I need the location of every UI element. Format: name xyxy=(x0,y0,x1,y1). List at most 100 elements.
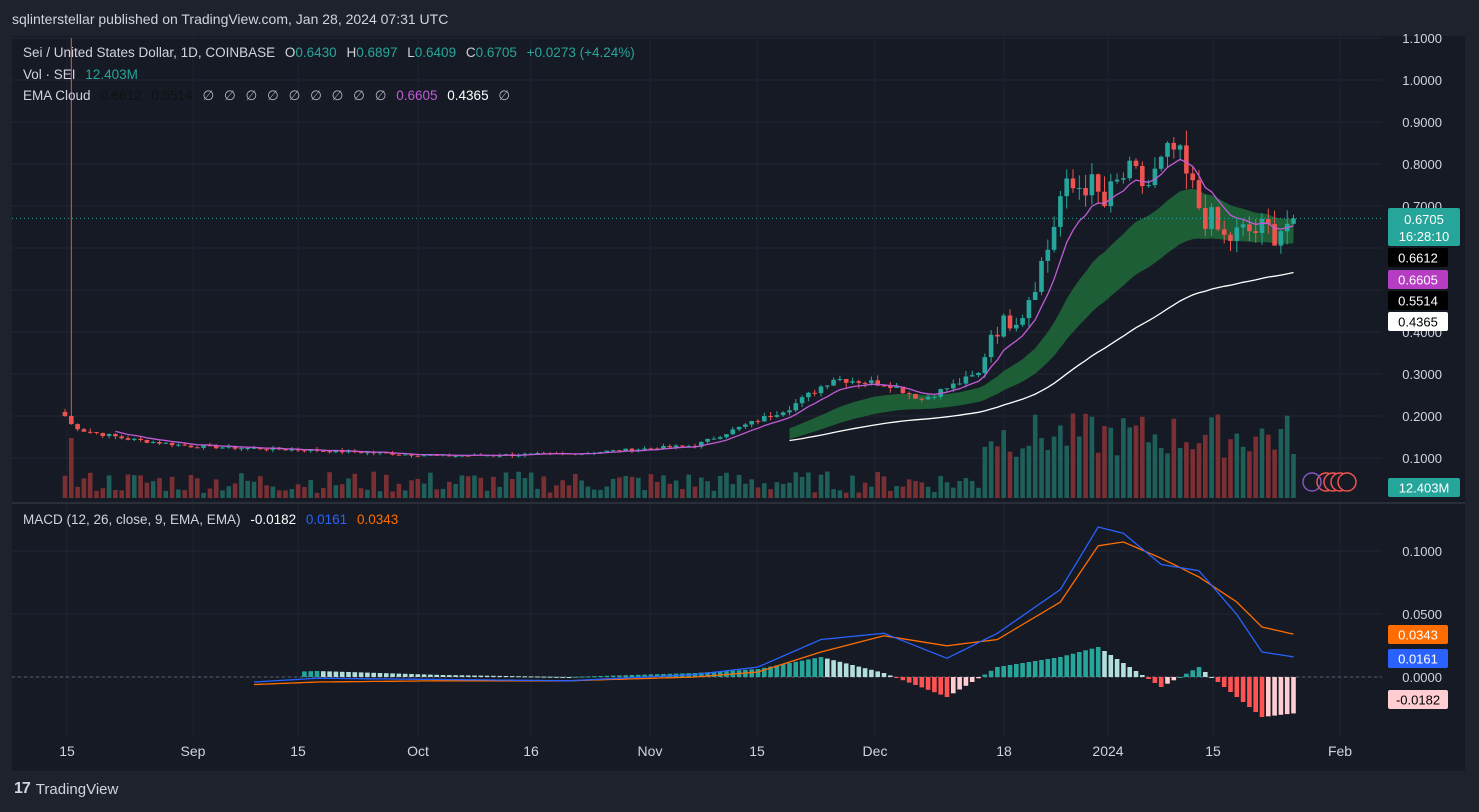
macd-hist-bar xyxy=(497,675,502,677)
volume-bar xyxy=(132,475,137,498)
candle-body xyxy=(1165,142,1170,157)
macd-hist-bar xyxy=(780,664,786,677)
price-tag-0-bg xyxy=(1388,248,1448,267)
macd-hist-bar xyxy=(932,677,937,693)
candle-body xyxy=(1184,145,1189,174)
candle-body xyxy=(1140,166,1145,187)
macd-hist-bar xyxy=(617,675,622,677)
ema-legend[interactable]: EMA Cloud 0.6612 0.5514 ∅ ∅ ∅ ∅ ∅ ∅ ∅ ∅ … xyxy=(23,88,516,104)
macd-hist-bar xyxy=(755,669,761,677)
candle-body xyxy=(459,455,465,457)
price-tick-label: 0.2000 xyxy=(1402,409,1442,424)
volume-bar xyxy=(869,486,874,498)
empty-value-4: ∅ xyxy=(267,88,279,103)
candle-body xyxy=(743,424,748,427)
candle-body xyxy=(1102,191,1107,206)
volume-bar xyxy=(396,483,402,498)
candle-body xyxy=(1001,315,1006,337)
candle-body xyxy=(182,444,187,446)
macd-hist-bar xyxy=(1259,677,1265,717)
candle-body xyxy=(358,452,364,454)
volume-bar xyxy=(812,492,817,498)
macd-hist-bar xyxy=(699,672,704,677)
tradingview-brand[interactable]: TradingView xyxy=(35,780,119,798)
volume-bar xyxy=(699,477,704,498)
ema-value-1: 0.6612 xyxy=(100,88,142,103)
macd-legend[interactable]: MACD (12, 26, close, 9, EMA, EMA) -0.018… xyxy=(23,512,404,527)
volume-bar xyxy=(686,474,691,498)
volume-bar xyxy=(944,482,950,498)
chart-panel[interactable] xyxy=(12,36,1465,771)
macd-hist-bar xyxy=(919,677,925,688)
symbol-legend[interactable]: Sei / United States Dollar, 1D, COINBASE… xyxy=(23,45,641,60)
volume-bar xyxy=(1026,445,1032,498)
volume-bar xyxy=(1077,436,1082,498)
volume-bar xyxy=(976,487,981,498)
macd-hist-bar xyxy=(636,674,641,677)
candle-body xyxy=(705,438,710,442)
macd-hist-bar xyxy=(396,673,402,677)
empty-value-10: ∅ xyxy=(498,88,511,103)
candle-body xyxy=(119,436,124,439)
candle-body xyxy=(390,453,395,455)
header: sqlinterstellar published on TradingView… xyxy=(0,0,1479,36)
ema-label[interactable]: EMA Cloud xyxy=(23,88,91,103)
symbol-name[interactable]: Sei / United States Dollar, 1D, COINBASE xyxy=(23,45,276,60)
volume-bar xyxy=(94,490,99,498)
volume-bar xyxy=(333,485,339,498)
volume-bar xyxy=(969,481,975,498)
macd-hist-bar xyxy=(339,671,345,677)
macd-hist-bar xyxy=(1058,657,1063,677)
candle-body xyxy=(371,452,376,454)
volume-bar xyxy=(850,475,855,498)
volume-bar xyxy=(1108,427,1114,498)
volume-label[interactable]: Vol · SEI xyxy=(23,67,76,82)
volume-bar xyxy=(541,476,547,498)
macd-hist-bar xyxy=(1020,663,1025,677)
tradingview-logo-icon[interactable]: 17 xyxy=(14,780,31,797)
footer[interactable]: 17 TradingView xyxy=(14,780,118,798)
volume-bar xyxy=(81,478,87,498)
candle-body xyxy=(1020,318,1025,325)
price-tag-3: 0.4365 xyxy=(1398,315,1438,330)
volume-legend[interactable]: Vol · SEI 12.403M xyxy=(23,67,144,82)
candle-body xyxy=(125,438,131,440)
volume-bar xyxy=(755,487,761,498)
candle-body xyxy=(818,386,824,394)
macd-hist-bar xyxy=(1253,677,1258,712)
candle-body xyxy=(1278,231,1284,246)
change-value: +0.0273 (+4.24%) xyxy=(526,45,635,60)
macd-hist-bar xyxy=(1102,651,1107,677)
macd-hist-bar xyxy=(1152,677,1158,683)
price-tick-label: 1.0000 xyxy=(1402,73,1442,88)
low-value: 0.6409 xyxy=(414,45,457,60)
macd-hist-bar xyxy=(491,675,496,677)
candle-body xyxy=(1108,181,1114,207)
volume-bar xyxy=(749,479,754,498)
candle-body xyxy=(843,379,849,383)
price-tick-label: 0.1000 xyxy=(1402,451,1442,466)
macd-hist-bar xyxy=(906,677,912,683)
candle-body xyxy=(793,403,799,411)
time-tick-label: 15 xyxy=(59,743,75,759)
macd-hist-bar xyxy=(799,660,805,677)
volume-bar xyxy=(1253,436,1258,498)
volume-bar xyxy=(434,489,439,498)
candle-body xyxy=(207,445,213,447)
macd-label[interactable]: MACD (12, 26, close, 9, EMA, EMA) xyxy=(23,512,241,527)
volume-bar xyxy=(1234,433,1240,498)
macd-hist-bar xyxy=(503,676,509,677)
volume-bar xyxy=(239,473,244,498)
candle-body xyxy=(264,449,269,451)
volume-bar xyxy=(1259,428,1265,498)
volume-bar xyxy=(617,477,622,498)
candle-body xyxy=(1007,315,1013,329)
macd-hist-bar xyxy=(554,676,559,678)
volume-bar xyxy=(150,481,156,498)
macd-hist-bar xyxy=(1045,659,1051,677)
candle-body xyxy=(1190,173,1195,181)
candle-body xyxy=(831,379,836,386)
macd-hist-bar xyxy=(850,665,855,677)
volume-bar xyxy=(913,481,918,498)
